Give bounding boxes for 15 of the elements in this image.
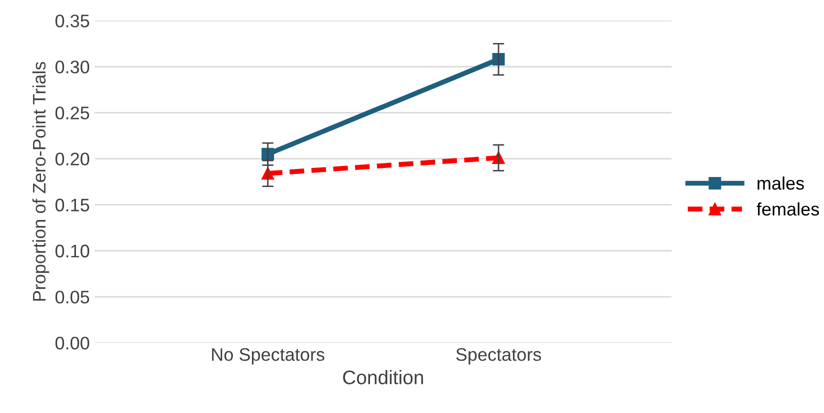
- legend-label: females: [756, 202, 819, 216]
- y-axis-title: Proportion of Zero-Point Trials: [32, 62, 50, 301]
- y-tick-label: 0.25: [55, 106, 90, 120]
- x-axis-title: Condition: [343, 370, 423, 384]
- y-tick-label: 0.00: [55, 336, 90, 350]
- point: [492, 53, 505, 66]
- legend-label: males: [758, 176, 804, 190]
- y-tick-label: 0.15: [55, 198, 90, 212]
- y-tick-label: 0.10: [55, 244, 90, 258]
- x-tick-label: Spectators: [456, 348, 542, 364]
- y-tick-label: 0.20: [55, 152, 90, 166]
- y-tick-label: 0.35: [55, 14, 90, 28]
- x-tick-label: No Spectators: [212, 348, 324, 364]
- y-tick-label: 0.30: [55, 60, 90, 74]
- y-tick-label: 0.05: [55, 290, 90, 304]
